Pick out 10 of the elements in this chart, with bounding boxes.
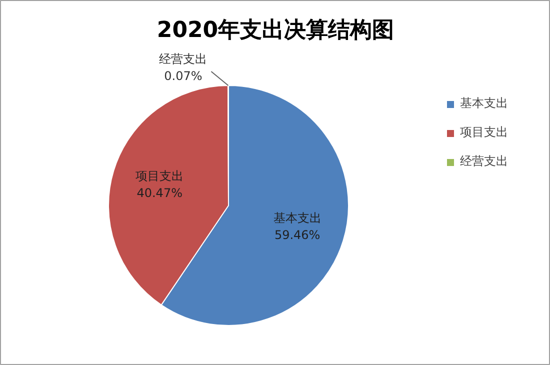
data-label: 40.47% xyxy=(136,186,182,200)
data-label: 59.46% xyxy=(274,228,320,242)
chart-title: 2020年支出决算结构图 xyxy=(156,18,394,43)
slice-label: 基本支出 xyxy=(273,211,322,226)
data-label: 0.07% xyxy=(164,68,202,83)
slice-label: 项目支出 xyxy=(136,169,184,184)
slice-label: 经营支出 xyxy=(159,52,208,66)
legend-label: 经营支出 xyxy=(460,153,508,170)
legend-label: 项目支出 xyxy=(460,124,508,141)
legend-label: 基本支出 xyxy=(460,95,508,112)
